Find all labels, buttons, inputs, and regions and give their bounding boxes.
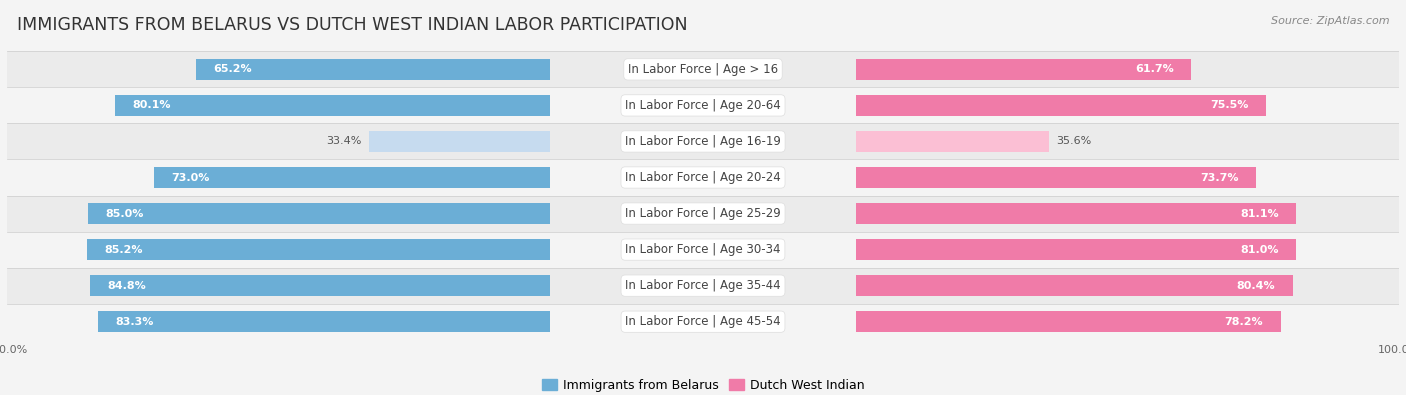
Text: In Labor Force | Age 25-29: In Labor Force | Age 25-29: [626, 207, 780, 220]
Bar: [7, 304, 1399, 340]
Bar: [7, 160, 1399, 196]
Bar: [115, 95, 550, 116]
Bar: [856, 95, 1265, 116]
Text: 35.6%: 35.6%: [1056, 136, 1091, 147]
Text: In Labor Force | Age 45-54: In Labor Force | Age 45-54: [626, 315, 780, 328]
Bar: [7, 124, 1399, 160]
Text: 73.0%: 73.0%: [172, 173, 209, 182]
Bar: [195, 58, 550, 80]
Text: 65.2%: 65.2%: [214, 64, 252, 74]
Text: 81.1%: 81.1%: [1240, 209, 1279, 218]
Bar: [87, 239, 550, 260]
Bar: [7, 51, 1399, 87]
Text: 85.2%: 85.2%: [105, 245, 143, 255]
Text: In Labor Force | Age > 16: In Labor Force | Age > 16: [628, 63, 778, 76]
Text: 85.0%: 85.0%: [105, 209, 145, 218]
Text: In Labor Force | Age 20-24: In Labor Force | Age 20-24: [626, 171, 780, 184]
Text: In Labor Force | Age 20-64: In Labor Force | Age 20-64: [626, 99, 780, 112]
Bar: [7, 196, 1399, 231]
Text: 61.7%: 61.7%: [1135, 64, 1174, 74]
Text: 80.4%: 80.4%: [1236, 280, 1275, 291]
Bar: [7, 268, 1399, 304]
Bar: [153, 167, 550, 188]
Bar: [856, 167, 1256, 188]
Bar: [7, 87, 1399, 124]
Bar: [856, 275, 1292, 296]
Text: 81.0%: 81.0%: [1240, 245, 1278, 255]
Bar: [856, 239, 1296, 260]
Text: 33.4%: 33.4%: [326, 136, 361, 147]
Text: IMMIGRANTS FROM BELARUS VS DUTCH WEST INDIAN LABOR PARTICIPATION: IMMIGRANTS FROM BELARUS VS DUTCH WEST IN…: [17, 16, 688, 34]
Text: 73.7%: 73.7%: [1201, 173, 1239, 182]
Text: 78.2%: 78.2%: [1225, 317, 1263, 327]
Text: In Labor Force | Age 16-19: In Labor Force | Age 16-19: [626, 135, 780, 148]
Bar: [856, 203, 1296, 224]
Text: 80.1%: 80.1%: [132, 100, 172, 111]
Bar: [97, 311, 550, 333]
Text: In Labor Force | Age 30-34: In Labor Force | Age 30-34: [626, 243, 780, 256]
Bar: [856, 311, 1281, 333]
Bar: [89, 203, 550, 224]
Bar: [7, 231, 1399, 268]
Text: 84.8%: 84.8%: [107, 280, 146, 291]
Bar: [856, 131, 1049, 152]
Legend: Immigrants from Belarus, Dutch West Indian: Immigrants from Belarus, Dutch West Indi…: [537, 374, 869, 395]
Bar: [368, 131, 550, 152]
Bar: [856, 58, 1191, 80]
Text: 75.5%: 75.5%: [1211, 100, 1249, 111]
Text: 83.3%: 83.3%: [115, 317, 153, 327]
Text: Source: ZipAtlas.com: Source: ZipAtlas.com: [1271, 16, 1389, 26]
Text: In Labor Force | Age 35-44: In Labor Force | Age 35-44: [626, 279, 780, 292]
Bar: [90, 275, 550, 296]
